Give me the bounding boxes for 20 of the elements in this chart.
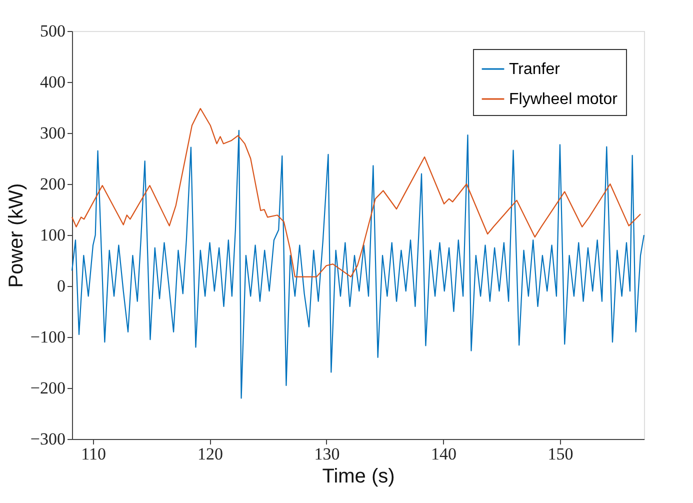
- y-tick-label: 500: [40, 22, 66, 40]
- x-tick-label: 110: [81, 444, 106, 464]
- line-series: [71, 108, 642, 278]
- y-tick-label: 100: [40, 226, 66, 244]
- y-tick-label: 400: [40, 72, 66, 92]
- line-series: [71, 130, 645, 399]
- legend-label: Tranfer: [509, 61, 561, 78]
- y-tick-label: 200: [40, 174, 66, 194]
- y-tick-label: −100: [30, 328, 66, 346]
- y-tick-label: 0: [57, 276, 66, 296]
- y-tick-label: −300: [30, 430, 66, 448]
- x-tick-label: 130: [314, 444, 340, 464]
- y-tick-label: −200: [30, 378, 66, 398]
- y-tick-label: 300: [40, 124, 66, 142]
- x-axis-title: Time (s): [322, 466, 395, 488]
- y-axis-title: Power (kW): [5, 183, 28, 288]
- x-tick-label: 150: [548, 444, 574, 464]
- x-tick-label: 140: [430, 444, 456, 464]
- legend-label: Flywheel motor: [509, 91, 618, 108]
- x-tick-label: 120: [197, 444, 223, 464]
